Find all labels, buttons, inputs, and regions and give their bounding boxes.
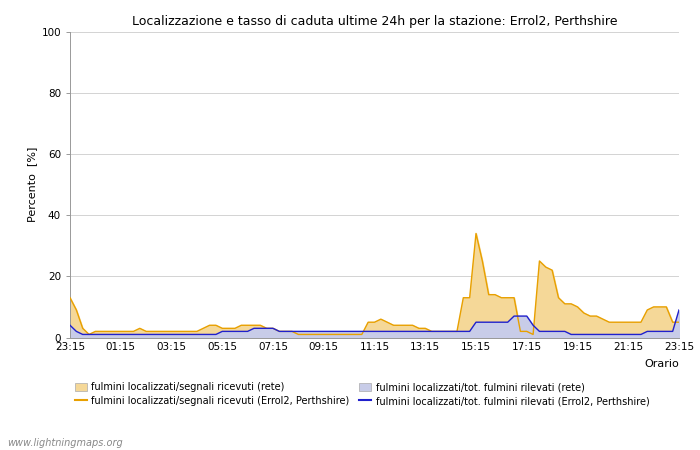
Title: Localizzazione e tasso di caduta ultime 24h per la stazione: Errol2, Perthshire: Localizzazione e tasso di caduta ultime …: [132, 14, 617, 27]
Legend: fulmini localizzati/segnali ricevuti (rete), fulmini localizzati/segnali ricevut: fulmini localizzati/segnali ricevuti (re…: [75, 382, 650, 406]
Text: Orario: Orario: [644, 359, 679, 369]
Text: www.lightningmaps.org: www.lightningmaps.org: [7, 438, 122, 448]
Y-axis label: Percento  [%]: Percento [%]: [27, 147, 37, 222]
